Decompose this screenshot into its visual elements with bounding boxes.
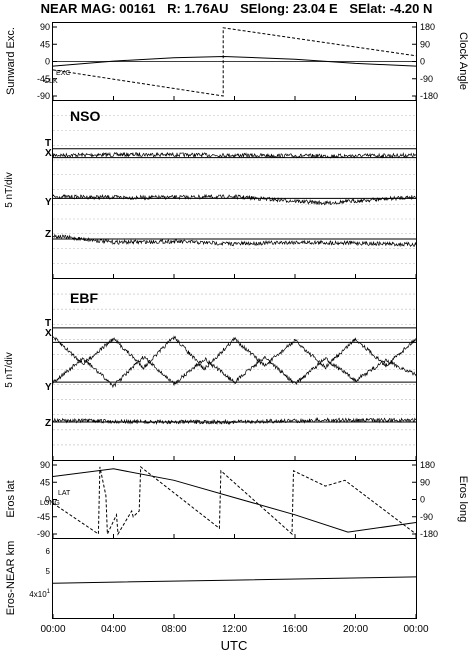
long-series-line xyxy=(52,465,417,536)
lat-legend: LAT xyxy=(58,490,71,497)
ebf-ylabel: 5 nT/div xyxy=(4,352,15,388)
eros-lat-label: Eros lat xyxy=(5,480,17,517)
distance-tick-6: 6 xyxy=(46,547,51,556)
data-traces xyxy=(52,27,417,584)
nso-z-label: Z xyxy=(45,229,51,240)
clock-angle-label: Clock Angle xyxy=(457,32,469,90)
nso-x-trace xyxy=(52,151,417,159)
nso-y-trace xyxy=(52,193,417,206)
panel1-right-tick-label: 0 xyxy=(420,57,425,67)
distance-tick-5: 5 xyxy=(46,567,51,576)
panel4-right-tick-label: 90 xyxy=(420,477,430,487)
panel4-left-tick-label: 0 xyxy=(45,495,50,505)
x-tick-label: 00:00 xyxy=(403,624,428,635)
sunward-exc-label: Sunward Exc. xyxy=(5,27,17,95)
distance-tick-4-base: 4x10 xyxy=(29,590,47,599)
distance-tick-4-exponent: 1 xyxy=(47,589,51,595)
nso-ylabel: 5 nT/div xyxy=(4,172,15,208)
panel4-right-tick-label: -90 xyxy=(420,512,433,522)
ebf-y-label: Y xyxy=(45,382,52,393)
x-tick-label: 00:00 xyxy=(40,624,65,635)
ebf-x-label: X xyxy=(45,328,52,339)
panel4-right-tick-label: -180 xyxy=(420,529,438,539)
panel4-right-tick-label: 0 xyxy=(420,495,425,505)
distance-tick-4: 4x101 xyxy=(29,589,50,599)
exc-legend: EXC xyxy=(56,70,70,77)
nso-y-label: Y xyxy=(45,197,52,208)
eros-long-label: Eros long xyxy=(457,476,469,522)
panel4-left-tick-label: -45 xyxy=(37,512,50,522)
selat-label: SElat: -4.20 N xyxy=(349,1,433,16)
x-tick-label: 04:00 xyxy=(101,624,126,635)
clk-legend: CLK xyxy=(44,78,58,85)
mission-label: NEAR MAG: 00161 xyxy=(40,1,156,16)
clk-series-line xyxy=(52,27,417,97)
lat-series-line xyxy=(52,468,417,533)
panel1-left-tick-label: -90 xyxy=(37,91,50,101)
x-tick-label: 16:00 xyxy=(282,624,307,635)
nso-z-trace xyxy=(53,233,417,248)
panel1-left-tick-label: 0 xyxy=(45,57,50,67)
panel5-frame xyxy=(52,538,417,619)
x-axis-label: UTC xyxy=(221,638,248,653)
ebf-z-trace xyxy=(52,417,417,426)
ebf-x-trace xyxy=(52,335,417,371)
plot-title: NEAR MAG: 00161 R: 1.76AU SElong: 23.04 … xyxy=(0,1,473,16)
nso-x-label: X xyxy=(45,148,52,159)
x-tick-label: 20:00 xyxy=(343,624,368,635)
panel1-right-tick-label: -180 xyxy=(420,91,438,101)
x-tick-label: 12:00 xyxy=(222,624,247,635)
panel-frames xyxy=(52,22,417,619)
ebf-z-label: Z xyxy=(45,418,51,429)
ebf-t-label: T xyxy=(45,318,51,329)
long-legend: LONG xyxy=(40,500,60,507)
x-tick-label: 08:00 xyxy=(161,624,186,635)
ebf-label: EBF xyxy=(70,290,98,306)
tick-marks: 90 45 0 -45 -90 180 90 0 -90 -180 90 45 0 -45 -90 180 90… xyxy=(37,22,438,618)
panel4-left-tick-label: -90 xyxy=(37,529,50,539)
panel1-left-tick-label: -45 xyxy=(37,74,50,84)
panel1-right-tick-label: 180 xyxy=(420,22,435,32)
eros-near-distance-line xyxy=(52,576,417,584)
nso-label: NSO xyxy=(70,108,100,124)
panel1-right-tick-label: 90 xyxy=(420,39,430,49)
panel1-left-tick-label: 45 xyxy=(40,39,50,49)
nso-t-label: T xyxy=(45,138,51,149)
eros-near-ylabel: Eros-NEAR km xyxy=(5,541,17,616)
exc-series-line xyxy=(52,55,417,67)
panel4-right-tick-label: 180 xyxy=(420,460,435,470)
x-tick-labels: 00:00 04:00 08:00 12:00 16:00 20:00 00:00 xyxy=(40,624,428,635)
panel4-left-tick-label: 90 xyxy=(40,460,50,470)
panel1-right-tick-label: -90 xyxy=(420,74,433,84)
panel4-left-tick-label: 45 xyxy=(40,477,50,487)
panel1-left-tick-label: 90 xyxy=(40,22,50,32)
selong-label: SElong: 23.04 E xyxy=(240,1,338,16)
distance-label: R: 1.76AU xyxy=(167,1,229,16)
grid-lines xyxy=(53,61,416,446)
